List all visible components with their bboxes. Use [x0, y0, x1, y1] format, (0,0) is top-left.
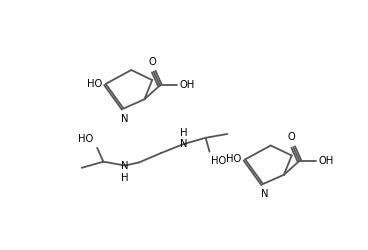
Text: N: N: [261, 190, 268, 200]
Text: HO: HO: [226, 154, 241, 164]
Text: O: O: [288, 132, 296, 142]
Text: HO: HO: [78, 134, 93, 144]
Text: H: H: [121, 173, 129, 183]
Text: H: H: [180, 128, 188, 138]
Text: N: N: [121, 160, 129, 170]
Text: N: N: [180, 139, 188, 149]
Text: O: O: [148, 57, 156, 67]
Text: OH: OH: [319, 156, 334, 166]
Text: HO: HO: [211, 156, 226, 166]
Text: N: N: [121, 114, 129, 124]
Text: OH: OH: [179, 80, 195, 90]
Text: HO: HO: [86, 79, 102, 89]
